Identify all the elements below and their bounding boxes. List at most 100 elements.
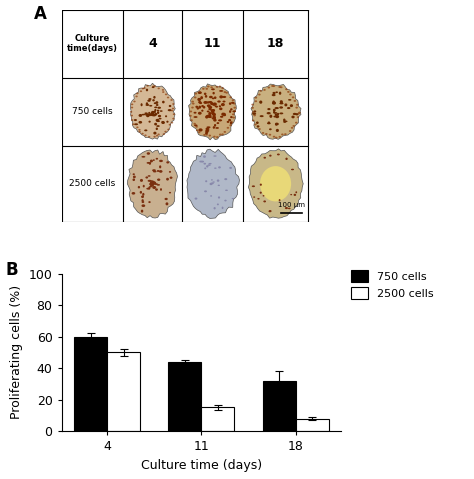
Text: B: B <box>6 261 18 279</box>
Ellipse shape <box>194 96 197 99</box>
Ellipse shape <box>278 86 281 88</box>
Ellipse shape <box>212 92 215 94</box>
Ellipse shape <box>198 112 201 115</box>
Ellipse shape <box>214 96 217 99</box>
Ellipse shape <box>275 137 278 138</box>
Ellipse shape <box>160 110 163 112</box>
Ellipse shape <box>213 116 216 119</box>
Ellipse shape <box>292 115 295 118</box>
Text: A: A <box>34 5 46 23</box>
Ellipse shape <box>204 168 206 169</box>
Ellipse shape <box>172 118 174 120</box>
Ellipse shape <box>219 90 223 92</box>
Ellipse shape <box>211 112 215 114</box>
Ellipse shape <box>156 120 160 122</box>
Ellipse shape <box>156 125 160 127</box>
Ellipse shape <box>164 198 168 200</box>
Ellipse shape <box>279 106 283 109</box>
Ellipse shape <box>146 103 148 104</box>
Ellipse shape <box>208 116 212 118</box>
Ellipse shape <box>151 114 155 116</box>
Ellipse shape <box>193 116 198 118</box>
Ellipse shape <box>283 118 285 122</box>
Ellipse shape <box>155 119 159 122</box>
Ellipse shape <box>227 127 229 129</box>
Ellipse shape <box>251 103 254 105</box>
Ellipse shape <box>165 93 167 95</box>
Ellipse shape <box>206 165 209 168</box>
Ellipse shape <box>169 105 171 107</box>
Ellipse shape <box>196 129 199 131</box>
Ellipse shape <box>169 124 171 125</box>
Ellipse shape <box>258 128 261 130</box>
Ellipse shape <box>284 103 287 106</box>
Ellipse shape <box>272 102 276 105</box>
Ellipse shape <box>141 199 144 202</box>
Ellipse shape <box>133 173 135 175</box>
Ellipse shape <box>203 163 206 165</box>
Ellipse shape <box>166 161 169 163</box>
Ellipse shape <box>219 105 221 107</box>
Ellipse shape <box>205 95 207 98</box>
Ellipse shape <box>159 170 163 173</box>
Ellipse shape <box>212 113 216 116</box>
Ellipse shape <box>283 121 286 123</box>
Ellipse shape <box>169 192 171 194</box>
Ellipse shape <box>155 113 157 115</box>
Ellipse shape <box>232 111 236 113</box>
Ellipse shape <box>211 179 213 181</box>
Ellipse shape <box>136 126 138 128</box>
Ellipse shape <box>203 106 205 109</box>
Ellipse shape <box>210 182 212 185</box>
Ellipse shape <box>218 184 220 186</box>
Ellipse shape <box>222 113 226 115</box>
Ellipse shape <box>208 112 211 115</box>
Bar <box>168 362 201 431</box>
Ellipse shape <box>133 101 136 103</box>
Ellipse shape <box>207 104 210 107</box>
Ellipse shape <box>227 121 229 123</box>
Ellipse shape <box>267 123 271 125</box>
Ellipse shape <box>207 114 210 118</box>
Text: 750 cells: 750 cells <box>72 107 113 116</box>
Ellipse shape <box>156 135 158 137</box>
Ellipse shape <box>166 178 169 181</box>
Ellipse shape <box>212 98 215 99</box>
Ellipse shape <box>192 103 194 104</box>
Ellipse shape <box>208 101 212 103</box>
X-axis label: Culture time (days): Culture time (days) <box>141 459 262 472</box>
Ellipse shape <box>154 106 157 108</box>
Ellipse shape <box>292 96 294 98</box>
Ellipse shape <box>155 109 156 111</box>
Ellipse shape <box>130 111 132 113</box>
Ellipse shape <box>155 158 158 160</box>
Ellipse shape <box>211 111 214 113</box>
Ellipse shape <box>209 163 212 164</box>
Ellipse shape <box>152 186 156 189</box>
Ellipse shape <box>285 88 288 90</box>
Ellipse shape <box>260 192 262 194</box>
Ellipse shape <box>217 122 219 124</box>
Bar <box>263 381 296 431</box>
Ellipse shape <box>212 113 216 115</box>
Ellipse shape <box>279 103 283 104</box>
Ellipse shape <box>228 119 231 121</box>
Ellipse shape <box>169 171 171 173</box>
Ellipse shape <box>296 104 299 106</box>
Ellipse shape <box>213 119 217 122</box>
Ellipse shape <box>191 107 194 109</box>
Text: 100 μm: 100 μm <box>278 202 305 208</box>
Ellipse shape <box>160 188 162 191</box>
Ellipse shape <box>144 135 146 136</box>
Ellipse shape <box>189 115 192 117</box>
Ellipse shape <box>172 103 174 105</box>
Ellipse shape <box>293 100 296 102</box>
Ellipse shape <box>275 114 277 116</box>
Ellipse shape <box>254 114 256 116</box>
Ellipse shape <box>190 111 192 113</box>
Polygon shape <box>130 83 175 139</box>
Ellipse shape <box>260 115 264 117</box>
Ellipse shape <box>269 134 271 136</box>
Ellipse shape <box>201 105 204 107</box>
Ellipse shape <box>150 183 153 185</box>
